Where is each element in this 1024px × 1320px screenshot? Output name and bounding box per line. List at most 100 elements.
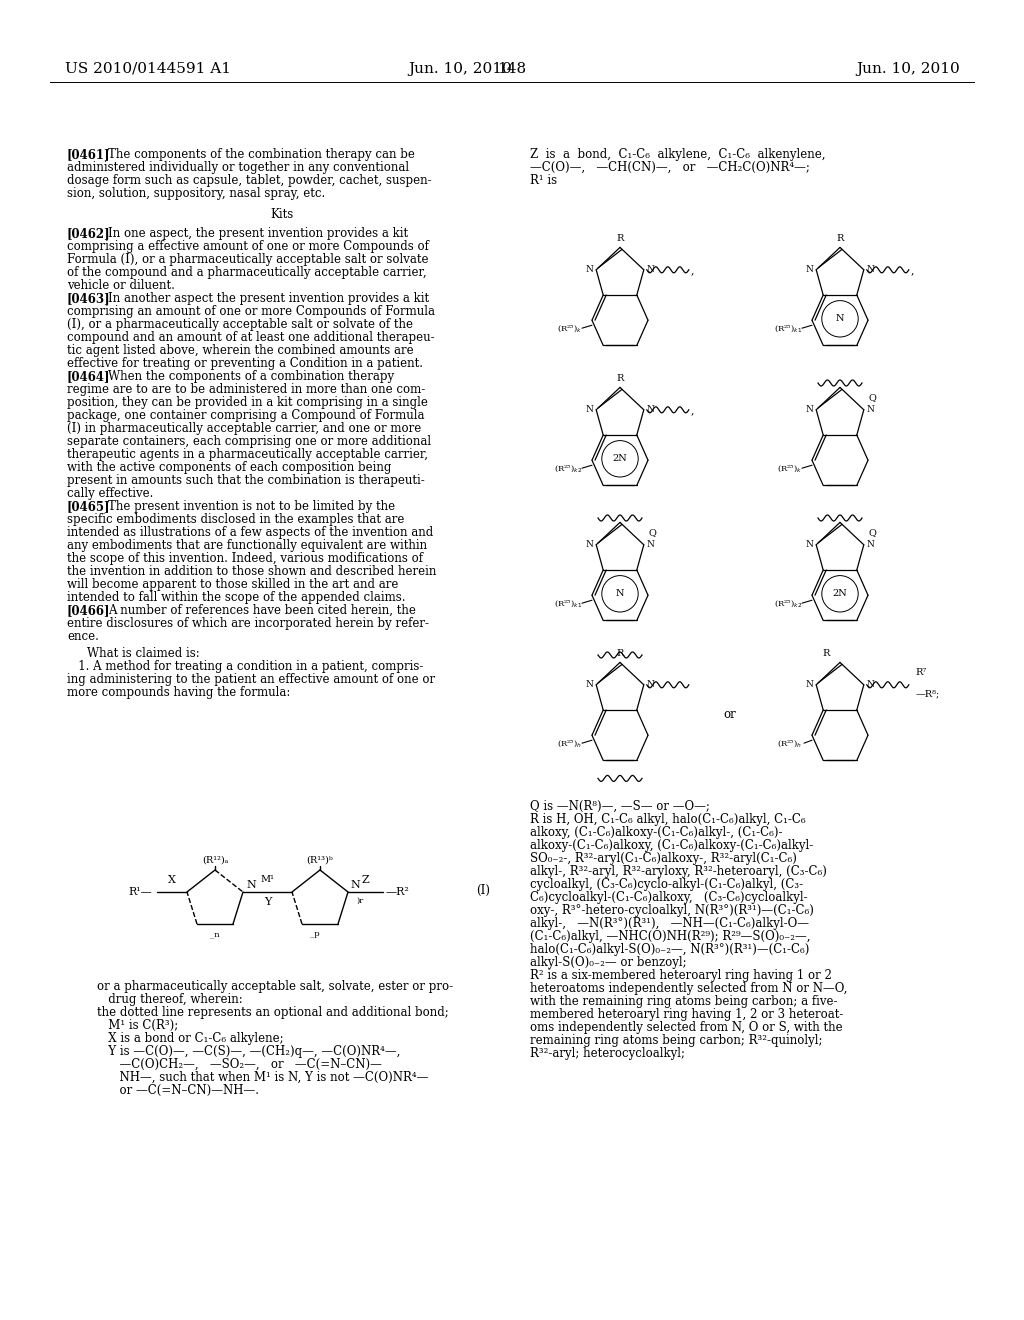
Text: with the remaining ring atoms being carbon; a five-: with the remaining ring atoms being carb… [530,995,838,1008]
Text: comprising an amount of one or more Compounds of Formula: comprising an amount of one or more Comp… [67,305,435,318]
Text: will become apparent to those skilled in the art and are: will become apparent to those skilled in… [67,578,398,591]
Text: ing administering to the patient an effective amount of one or: ing administering to the patient an effe… [67,673,435,686]
Text: with the active components of each composition being: with the active components of each compo… [67,461,391,474]
Text: ,: , [691,405,694,414]
Text: or a pharmaceutically acceptable salt, solvate, ester or pro-: or a pharmaceutically acceptable salt, s… [97,979,454,993]
Text: package, one container comprising a Compound of Formula: package, one container comprising a Comp… [67,409,425,422]
Text: Q: Q [868,528,877,537]
Text: M¹ is C(R³);: M¹ is C(R³); [97,1019,178,1032]
Text: N: N [805,265,813,275]
Text: [0466]: [0466] [67,605,111,616]
Text: N: N [246,880,256,890]
Text: alkoxy-(C₁-C₆)alkoxy, (C₁-C₆)alkoxy-(C₁-C₆)alkyl-: alkoxy-(C₁-C₆)alkoxy, (C₁-C₆)alkoxy-(C₁-… [530,840,813,851]
Text: 1. A method for treating a condition in a patient, compris-: 1. A method for treating a condition in … [67,660,423,673]
Text: N: N [805,540,813,549]
Text: R: R [822,649,829,659]
Text: N: N [805,680,813,689]
Text: R: R [837,235,844,243]
Text: M¹: M¹ [260,875,274,884]
Text: the dotted line represents an optional and additional bond;: the dotted line represents an optional a… [97,1006,449,1019]
Text: vehicle or diluent.: vehicle or diluent. [67,279,175,292]
Text: 2N: 2N [833,589,848,598]
Text: any embodiments that are functionally equivalent are within: any embodiments that are functionally eq… [67,539,427,552]
Text: R: R [616,375,624,383]
Text: 148: 148 [498,62,526,77]
Text: N: N [586,405,593,414]
Text: membered heteroaryl ring having 1, 2 or 3 heteroat-: membered heteroaryl ring having 1, 2 or … [530,1008,844,1020]
Text: the invention in addition to those shown and described herein: the invention in addition to those shown… [67,565,436,578]
Text: (R²⁵)$_k$: (R²⁵)$_k$ [557,322,582,334]
Text: Y is —C(O)—, —C(S)—, —(CH₂)q—, —C(O)NR⁴—,: Y is —C(O)—, —C(S)—, —(CH₂)q—, —C(O)NR⁴—… [97,1045,400,1059]
Text: N: N [647,680,654,689]
Text: R¹—: R¹— [128,887,152,898]
Text: of the compound and a pharmaceutically acceptable carrier,: of the compound and a pharmaceutically a… [67,267,427,279]
Text: heteroatoms independently selected from N or N—O,: heteroatoms independently selected from … [530,982,848,995]
Text: —R²: —R² [386,887,410,898]
Text: drug thereof, wherein:: drug thereof, wherein: [97,993,243,1006]
Text: oms independently selected from N, O or S, with the: oms independently selected from N, O or … [530,1020,843,1034]
Text: The present invention is not to be limited by the: The present invention is not to be limit… [108,500,395,513]
Text: Formula (I), or a pharmaceutically acceptable salt or solvate: Formula (I), or a pharmaceutically accep… [67,253,428,267]
Text: NH—, such that when M¹ is N, Y is not —C(O)NR⁴—: NH—, such that when M¹ is N, Y is not —C… [97,1071,428,1084]
Text: remaining ring atoms being carbon; R³²-quinolyl;: remaining ring atoms being carbon; R³²-q… [530,1034,822,1047]
Text: US 2010/0144591 A1: US 2010/0144591 A1 [65,62,231,77]
Text: The components of the combination therapy can be: The components of the combination therap… [108,148,415,161]
Text: cally effective.: cally effective. [67,487,154,500]
Text: (C₁-C₆)alkyl, —NHC(O)NH(R²⁹); R²⁹—S(O)₀₋₂—,: (C₁-C₆)alkyl, —NHC(O)NH(R²⁹); R²⁹—S(O)₀₋… [530,931,811,942]
Text: In one aspect, the present invention provides a kit: In one aspect, the present invention pro… [108,227,409,240]
Text: the scope of this invention. Indeed, various modifications of: the scope of this invention. Indeed, var… [67,552,423,565]
Text: R³²-aryl; heterocycloalkyl;: R³²-aryl; heterocycloalkyl; [530,1047,685,1060]
Text: —R⁸;: —R⁸; [915,690,940,698]
Text: Q: Q [649,528,656,537]
Text: (I): (I) [476,883,490,896]
Text: R: R [616,235,624,243]
Text: N: N [586,540,593,549]
Text: [0462]: [0462] [67,227,111,240]
Text: halo(C₁-C₆)alkyl-S(O)₀₋₂—, N(R³°)(R³¹)—(C₁-C₆): halo(C₁-C₆)alkyl-S(O)₀₋₂—, N(R³°)(R³¹)—(… [530,942,809,956]
Text: regime are to are to be administered in more than one com-: regime are to are to be administered in … [67,383,425,396]
Text: or —C(=N–CN)—NH—.: or —C(=N–CN)—NH—. [97,1084,259,1097]
Text: N: N [647,405,654,414]
Text: _p: _p [310,931,319,939]
Text: [0465]: [0465] [67,500,111,513]
Text: therapeutic agents in a pharmaceutically acceptable carrier,: therapeutic agents in a pharmaceutically… [67,447,428,461]
Text: C₆)cycloalkyl-(C₁-C₆)alkoxy,   (C₃-C₆)cycloalkyl-: C₆)cycloalkyl-(C₁-C₆)alkoxy, (C₃-C₆)cycl… [530,891,808,904]
Text: A number of references have been cited herein, the: A number of references have been cited h… [108,605,416,616]
Text: (R²⁵)$_h$: (R²⁵)$_h$ [777,738,802,748]
Text: Q is —N(R⁸)—, —S— or —O—;: Q is —N(R⁸)—, —S— or —O—; [530,800,710,813]
Text: R: R [616,649,624,659]
Text: Kits: Kits [270,209,294,220]
Text: N: N [647,265,654,275]
Text: dosage form such as capsule, tablet, powder, cachet, suspen-: dosage form such as capsule, tablet, pow… [67,174,432,187]
Text: comprising a effective amount of one or more Compounds of: comprising a effective amount of one or … [67,240,429,253]
Text: —C(O)CH₂—,   —SO₂—,   or   —C(=N–CN)—: —C(O)CH₂—, —SO₂—, or —C(=N–CN)— [97,1059,382,1071]
Text: (R²⁵)$_{k1}$: (R²⁵)$_{k1}$ [774,322,802,334]
Text: ,: , [691,265,694,275]
Text: When the components of a combination therapy: When the components of a combination the… [108,370,394,383]
Text: entire disclosures of which are incorporated herein by refer-: entire disclosures of which are incorpor… [67,616,429,630]
Text: (I), or a pharmaceutically acceptable salt or solvate of the: (I), or a pharmaceutically acceptable sa… [67,318,413,331]
Text: R¹ is: R¹ is [530,174,557,187]
Text: ence.: ence. [67,630,99,643]
Text: (R¹²)ₐ: (R¹²)ₐ [202,855,228,865]
Text: intended to fall within the scope of the appended claims.: intended to fall within the scope of the… [67,591,406,605]
Text: position, they can be provided in a kit comprising in a single: position, they can be provided in a kit … [67,396,428,409]
Text: alkyl-S(O)₀₋₂— or benzoyl;: alkyl-S(O)₀₋₂— or benzoyl; [530,956,687,969]
Text: N: N [805,405,813,414]
Text: (R²⁵)$_{k2}$: (R²⁵)$_{k2}$ [554,463,582,474]
Text: N: N [586,680,593,689]
Text: separate containers, each comprising one or more additional: separate containers, each comprising one… [67,436,431,447]
Text: tic agent listed above, wherein the combined amounts are: tic agent listed above, wherein the comb… [67,345,414,356]
Text: [0463]: [0463] [67,292,111,305]
Text: N: N [615,589,625,598]
Text: (R¹³)ᵇ: (R¹³)ᵇ [306,855,334,865]
Text: _n: _n [210,931,220,939]
Text: (I) in pharmaceutically acceptable carrier, and one or more: (I) in pharmaceutically acceptable carri… [67,422,421,436]
Text: Z: Z [361,875,370,884]
Text: SO₀₋₂-, R³²-aryl(C₁-C₆)alkoxy-, R³²-aryl(C₁-C₆): SO₀₋₂-, R³²-aryl(C₁-C₆)alkoxy-, R³²-aryl… [530,851,797,865]
Text: (R²⁵)$_{k2}$: (R²⁵)$_{k2}$ [774,598,802,609]
Text: alkoxy, (C₁-C₆)alkoxy-(C₁-C₆)alkyl-, (C₁-C₆)-: alkoxy, (C₁-C₆)alkoxy-(C₁-C₆)alkyl-, (C₁… [530,826,782,840]
Text: administered individually or together in any conventional: administered individually or together in… [67,161,410,174]
Text: or: or [724,709,736,722]
Text: R² is a six-membered heteroaryl ring having 1 or 2: R² is a six-membered heteroaryl ring hav… [530,969,831,982]
